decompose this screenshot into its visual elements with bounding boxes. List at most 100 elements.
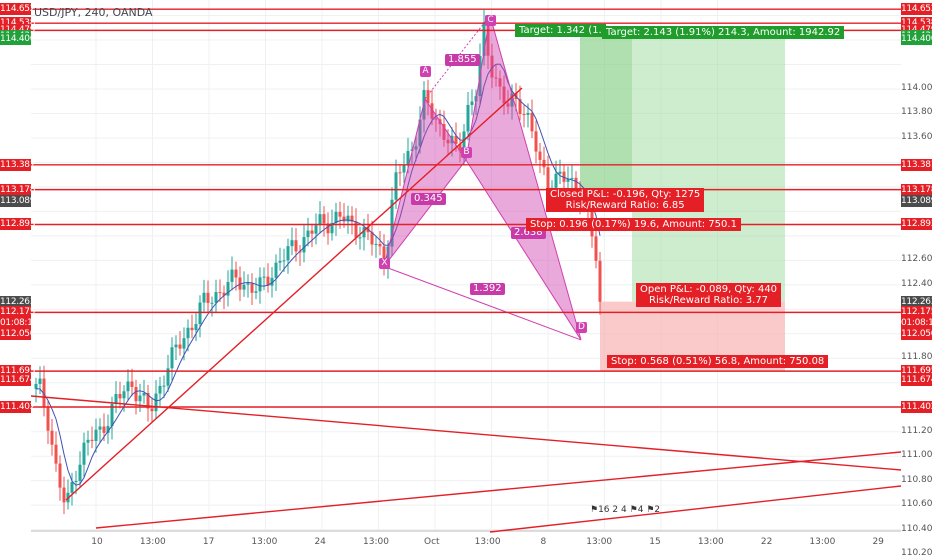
left-price-tag[interactable]: 113.178 xyxy=(0,183,36,196)
left-price-tag[interactable]: 113.381 xyxy=(0,158,36,171)
candle-body xyxy=(146,392,150,409)
candle-body xyxy=(206,292,210,303)
time-label: 13:00 xyxy=(139,537,166,547)
left-price-tag[interactable]: 01:08:14 xyxy=(0,316,39,329)
candle-body xyxy=(502,86,506,104)
candle-body xyxy=(362,227,366,238)
trend-line xyxy=(65,87,523,501)
right-price-tag[interactable]: 113.381 xyxy=(901,158,932,171)
candle-body xyxy=(262,276,266,278)
left-price-tag[interactable]: 111.674 xyxy=(0,374,36,387)
right-price-tag[interactable]: 112.893 xyxy=(901,218,932,231)
candle-body xyxy=(510,93,514,107)
time-label: 13:00 xyxy=(251,537,278,547)
time-label: Oct xyxy=(424,537,440,547)
ratio-label-xb: 0.345 xyxy=(411,193,446,205)
right-price-tag[interactable]: 113.178 xyxy=(901,183,932,196)
right-price-tag[interactable]: 01:08:14 xyxy=(901,316,932,329)
left-price-tag[interactable]: 111.402 xyxy=(0,400,36,413)
candle-body xyxy=(54,444,58,464)
left-price-tag[interactable]: 112.175 xyxy=(0,306,36,319)
left-price-tag[interactable]: 112.263 xyxy=(0,295,36,308)
candle-body xyxy=(498,78,502,87)
candle-body xyxy=(350,215,354,222)
candle-body xyxy=(190,327,194,331)
time-label: 8 xyxy=(540,537,547,547)
right-price-tag[interactable]: 111.674 xyxy=(901,374,932,387)
candle-body xyxy=(566,178,570,182)
candle-body xyxy=(254,291,258,293)
candle-body xyxy=(374,243,378,245)
candle-body xyxy=(382,246,386,266)
trend-line xyxy=(489,485,902,533)
candle-body xyxy=(322,214,326,224)
stop-label-1[interactable]: Stop: 0.196 (0.17%) 19.6, Amount: 750.1 xyxy=(526,218,741,231)
candle-body xyxy=(506,103,510,107)
candle-body xyxy=(430,103,434,119)
candle-body xyxy=(94,429,98,441)
candle-body xyxy=(198,302,202,325)
candle-body xyxy=(250,283,254,293)
candle-body xyxy=(186,327,190,339)
right-price-tag[interactable]: 112.175 xyxy=(901,306,932,319)
candle-body xyxy=(486,22,490,56)
left-price-tag[interactable]: 113.089 xyxy=(0,194,36,207)
time-label: 17 xyxy=(202,537,215,547)
event-count: 4 xyxy=(637,505,644,515)
right-price-tag[interactable]: 111.695 xyxy=(901,365,932,378)
price-grid-label: 110.800 xyxy=(901,474,932,485)
candle-body xyxy=(274,262,278,278)
ratio-label-xd: 1.392 xyxy=(470,283,505,295)
trade-zones xyxy=(580,30,785,372)
candle-body xyxy=(346,215,350,222)
right-price-tag[interactable]: 111.402 xyxy=(901,400,932,413)
right-price-tag[interactable]: 112.050 xyxy=(901,327,932,340)
candle-body xyxy=(402,164,406,173)
time-label: 13:00 xyxy=(586,537,613,547)
point-x-label: X xyxy=(379,258,390,269)
target-label-1[interactable]: Target: 1.342 (1.19% xyxy=(515,24,606,37)
candle-body xyxy=(370,232,374,245)
closed-pl-label[interactable]: Closed P&L: -0.196, Qty: 1275 Risk/Rewar… xyxy=(546,188,705,212)
price-grid-label: 110.400 xyxy=(901,523,932,534)
flag-icon: ⚑ xyxy=(590,505,599,515)
right-price-tag[interactable]: 113.089 xyxy=(901,194,932,207)
right-price-tag[interactable]: 114.652 xyxy=(901,3,932,16)
candle-body xyxy=(42,378,46,408)
candle-body xyxy=(482,22,486,57)
candle-body xyxy=(334,211,338,223)
left-price-tag[interactable]: 112.050 xyxy=(0,327,36,340)
right-price-tag[interactable]: 114.406 xyxy=(901,33,932,46)
target-label-2[interactable]: Target: 2.143 (1.91%) 214.3, Amount: 194… xyxy=(602,26,845,39)
candle-body xyxy=(342,216,346,222)
left-price-tag[interactable]: 112.893 xyxy=(0,218,36,231)
left-price-tag[interactable]: 111.695 xyxy=(0,365,36,378)
candle-body xyxy=(310,230,314,234)
candle-body xyxy=(598,260,602,302)
price-grid-label: 111.000 xyxy=(901,450,932,461)
candle-body xyxy=(534,131,538,152)
candle-body xyxy=(326,223,330,234)
pattern-bcd xyxy=(465,15,582,341)
stop-label-2[interactable]: Stop: 0.568 (0.51%) 56.8, Amount: 750.08 xyxy=(607,355,829,368)
point-a-label: A xyxy=(420,66,431,77)
candle-body xyxy=(426,90,430,104)
candle-body xyxy=(522,114,526,116)
candle-body xyxy=(230,269,234,282)
left-price-tag[interactable]: 114.652 xyxy=(0,3,36,16)
open-pl-label[interactable]: Open P&L: -0.089, Qty: 440 Risk/Reward R… xyxy=(636,283,782,307)
candle-body xyxy=(470,101,474,105)
candle-body xyxy=(106,426,110,433)
candle-body xyxy=(406,150,410,165)
candle-body xyxy=(466,104,470,132)
candle-body xyxy=(158,385,162,394)
candle-body xyxy=(266,276,270,286)
candle-body xyxy=(594,236,598,261)
economic-event-badges[interactable]: ⚑16 2 4 ⚑4 ⚑2 xyxy=(590,505,660,515)
left-price-tag[interactable]: 114.406 xyxy=(0,33,36,46)
candle-body xyxy=(386,246,390,266)
right-price-tag[interactable]: 112.263 xyxy=(901,295,932,308)
candle-body xyxy=(378,243,382,247)
candle-body xyxy=(294,240,298,252)
